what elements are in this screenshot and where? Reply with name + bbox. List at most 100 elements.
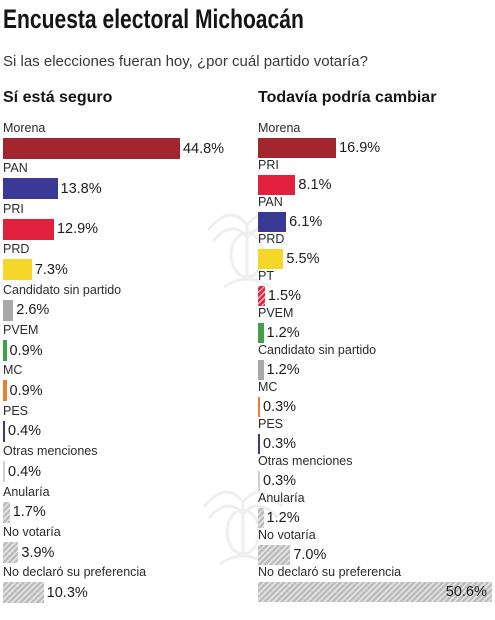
bar — [3, 501, 10, 523]
category-label: No declaró su preferencia — [3, 565, 147, 580]
bar — [258, 249, 284, 269]
chart-title: Encuesta electoral Michoacán — [3, 4, 304, 34]
bar-row: PES 0.3% — [258, 417, 493, 457]
bar-row: PES 0.4% — [3, 404, 248, 444]
value-label: 1.2% — [266, 362, 300, 378]
category-label: Morena — [258, 121, 301, 135]
value-label: 50.6% — [445, 584, 487, 600]
bar-row: PVEM 0.9% — [3, 323, 248, 363]
category-label: Candidato sin partido — [3, 282, 122, 297]
category-label: PRD — [258, 232, 285, 246]
bar — [3, 340, 7, 361]
bar — [3, 582, 44, 604]
value-label: 8.1% — [298, 177, 332, 193]
bar — [258, 397, 260, 417]
bar — [258, 471, 260, 491]
category-label: PRI — [3, 201, 24, 216]
bar-row: No votaría 3.9% — [3, 525, 248, 565]
bar-list: Morena 16.9% PRI 8.1% PAN 6.1% PRD 5.5% PT 1.5% PV… — [258, 121, 493, 611]
value-label: 0.3% — [263, 436, 297, 452]
bar-row: No declaró su preferencia 10.3% — [3, 565, 248, 605]
bar — [258, 508, 264, 528]
bar-row: PRD 7.3% — [3, 242, 248, 282]
bar — [258, 545, 291, 565]
category-label: Anularía — [258, 491, 305, 505]
bar-row: Anularía 1.2% — [258, 491, 493, 531]
chart-subtitle: Si las elecciones fueran hoy, ¿por cuál … — [3, 53, 368, 70]
bar-row: Candidato sin partido 1.2% — [258, 343, 493, 383]
category-label: Candidato sin partido — [258, 343, 377, 357]
bar — [3, 380, 7, 402]
watermark-seal-icon — [196, 462, 291, 577]
category-label: PRI — [258, 158, 279, 172]
value-label: 2.6% — [16, 302, 50, 319]
value-label: 3.9% — [21, 544, 55, 561]
bar-row: PRI 8.1% — [258, 158, 493, 198]
bar — [258, 286, 265, 306]
panel-may-change: Todavía podría cambiar Morena 16.9% PRI 8.1… — [258, 88, 493, 602]
category-label: No votaría — [258, 528, 316, 542]
bar-row: No declaró su preferencia 50.6% — [258, 565, 493, 605]
category-label: MC — [3, 363, 23, 378]
panel-sure: Sí está seguro Morena 44.8% PAN 13.8% PRI 12.… — [3, 88, 248, 604]
category-label: PES — [3, 403, 29, 418]
category-label: Morena — [3, 121, 46, 135]
bar — [258, 138, 337, 158]
value-label: 0.9% — [9, 342, 43, 359]
bar — [258, 360, 264, 380]
category-label: PVEM — [3, 323, 39, 337]
bar — [3, 542, 19, 563]
value-label: 44.8% — [182, 140, 225, 157]
bar-row: PVEM 1.2% — [258, 306, 493, 346]
bar — [258, 434, 260, 454]
value-label: 0.4% — [8, 423, 42, 440]
value-label: 16.9% — [339, 140, 381, 156]
bar-row: Morena 16.9% — [258, 121, 493, 161]
category-label: PVEM — [258, 306, 294, 320]
value-label: 7.3% — [34, 261, 68, 278]
bar — [3, 299, 14, 321]
category-label: Otras menciones — [3, 444, 98, 459]
bar-row: MC 0.3% — [258, 380, 493, 420]
bar-row: Morena 44.8% — [3, 121, 248, 161]
bar — [3, 420, 5, 442]
bar-row: Otras menciones 0.3% — [258, 454, 493, 494]
value-label: 0.9% — [9, 382, 43, 399]
bar-row: PAN 6.1% — [258, 195, 493, 235]
value-label: 5.5% — [286, 251, 320, 267]
bar-list: Morena 44.8% PAN 13.8% PRI 12.9% PRD 7.3% Candid… — [3, 121, 248, 611]
category-label: PES — [258, 417, 284, 431]
bar-row: No votaría 7.0% — [258, 528, 493, 568]
value-label: 6.1% — [289, 214, 323, 230]
value-label: 0.3% — [263, 399, 297, 415]
panel-title: Sí está seguro — [3, 89, 113, 106]
value-label: 1.7% — [12, 504, 46, 521]
category-label: PAN — [258, 195, 283, 209]
category-label: MC — [258, 380, 278, 394]
value-label: 1.5% — [267, 288, 301, 304]
bar-row: MC 0.9% — [3, 363, 248, 403]
category-label: No votaría — [3, 525, 61, 539]
value-label: 12.9% — [56, 221, 99, 238]
bar-row: Otras menciones 0.4% — [3, 444, 248, 484]
value-label: 1.2% — [266, 510, 300, 526]
category-label: Anularía — [3, 484, 50, 499]
bar-row: PRD 5.5% — [258, 232, 493, 272]
value-label: 0.4% — [8, 463, 42, 480]
value-label: 0.3% — [263, 473, 297, 489]
bar — [3, 259, 32, 281]
bar — [3, 461, 5, 483]
bar — [3, 218, 54, 240]
category-label: No declaró su preferencia — [258, 565, 402, 579]
bar-row: PRI 12.9% — [3, 202, 248, 242]
bar — [258, 323, 264, 343]
value-label: 7.0% — [293, 547, 327, 563]
value-label: 1.2% — [266, 325, 300, 341]
panel-title: Todavía podría cambiar — [258, 89, 437, 106]
category-label: PT — [258, 269, 274, 283]
value-label: 10.3% — [46, 584, 88, 601]
bar-row: Candidato sin partido 2.6% — [3, 283, 248, 323]
bar — [258, 212, 287, 232]
bar-row: PAN 13.8% — [3, 161, 248, 201]
value-label: 13.8% — [60, 180, 102, 197]
